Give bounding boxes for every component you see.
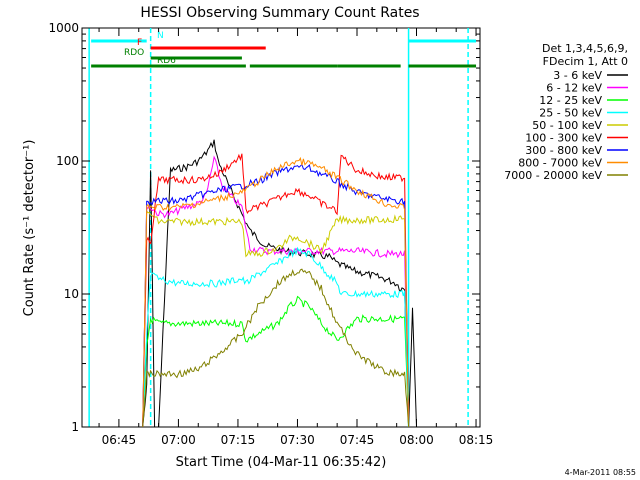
x-tick-label-2: 07:15 <box>221 433 256 447</box>
legend-label-3: 25 - 50 keV <box>539 107 602 120</box>
legend-label-6: 300 - 800 keV <box>525 144 602 157</box>
series-line-2 <box>142 295 410 428</box>
y-tick-label-2: 100 <box>56 154 79 168</box>
series-line-1 <box>142 155 410 428</box>
legend-header-0: Det 1,3,4,5,6,9, <box>542 42 628 55</box>
flag-label-rdo: RDO <box>124 48 144 58</box>
x-tick-label-0: 06:45 <box>102 433 137 447</box>
y-tick-label-3: 1000 <box>48 21 79 35</box>
flag-label-n: N <box>157 31 164 41</box>
series-line-7 <box>142 156 410 428</box>
series-line-8 <box>142 268 410 428</box>
legend-label-7: 800 - 7000 keV <box>518 157 602 170</box>
x-tick-label-3: 07:30 <box>280 433 315 447</box>
series-line-6 <box>142 163 410 428</box>
legend-header-1: FDecim 1, Att 0 <box>543 55 628 68</box>
legend-label-1: 6 - 12 keV <box>546 82 602 95</box>
series-line-3 <box>142 246 410 428</box>
series-lines <box>142 139 419 428</box>
vertical-markers <box>88 28 469 427</box>
legend-label-0: 3 - 6 keV <box>553 69 602 82</box>
timestamp: 4-Mar-2011 08:55 <box>565 468 636 477</box>
legend-label-2: 12 - 25 keV <box>539 94 602 107</box>
series-line-5 <box>142 153 410 428</box>
flag-label-rd6: RD6 <box>157 56 176 66</box>
chart-title: HESSI Observing Summary Count Rates <box>140 5 419 21</box>
x-tick-label-6: 08:15 <box>459 433 494 447</box>
x-tick-label-1: 07:00 <box>161 433 196 447</box>
x-tick-label-4: 07:45 <box>340 433 375 447</box>
y-axis-label: Count Rate (s⁻¹ detector⁻¹) <box>22 140 37 317</box>
legend: Det 1,3,4,5,6,9,FDecim 1, Att 03 - 6 keV… <box>504 42 628 182</box>
y-axis: 1 10 100 1000 <box>48 21 480 434</box>
legend-label-8: 7000 - 20000 keV <box>504 169 602 182</box>
y-tick-label-0: 1 <box>71 420 79 434</box>
x-axis: 06:45 07:00 07:15 07:30 07:45 08:00 08:15 <box>98 28 494 447</box>
x-tick-label-5: 08:00 <box>399 433 434 447</box>
x-axis-label: Start Time (04-Mar-11 06:35:42) <box>176 455 387 470</box>
plot-frame <box>81 27 481 428</box>
flag-label-f: F <box>137 38 142 48</box>
series-line-0 <box>142 139 419 428</box>
y-tick-label-1: 10 <box>64 287 79 301</box>
series-line-4 <box>142 209 410 428</box>
legend-label-4: 50 - 100 keV <box>532 119 602 132</box>
legend-label-5: 100 - 300 keV <box>525 132 602 145</box>
